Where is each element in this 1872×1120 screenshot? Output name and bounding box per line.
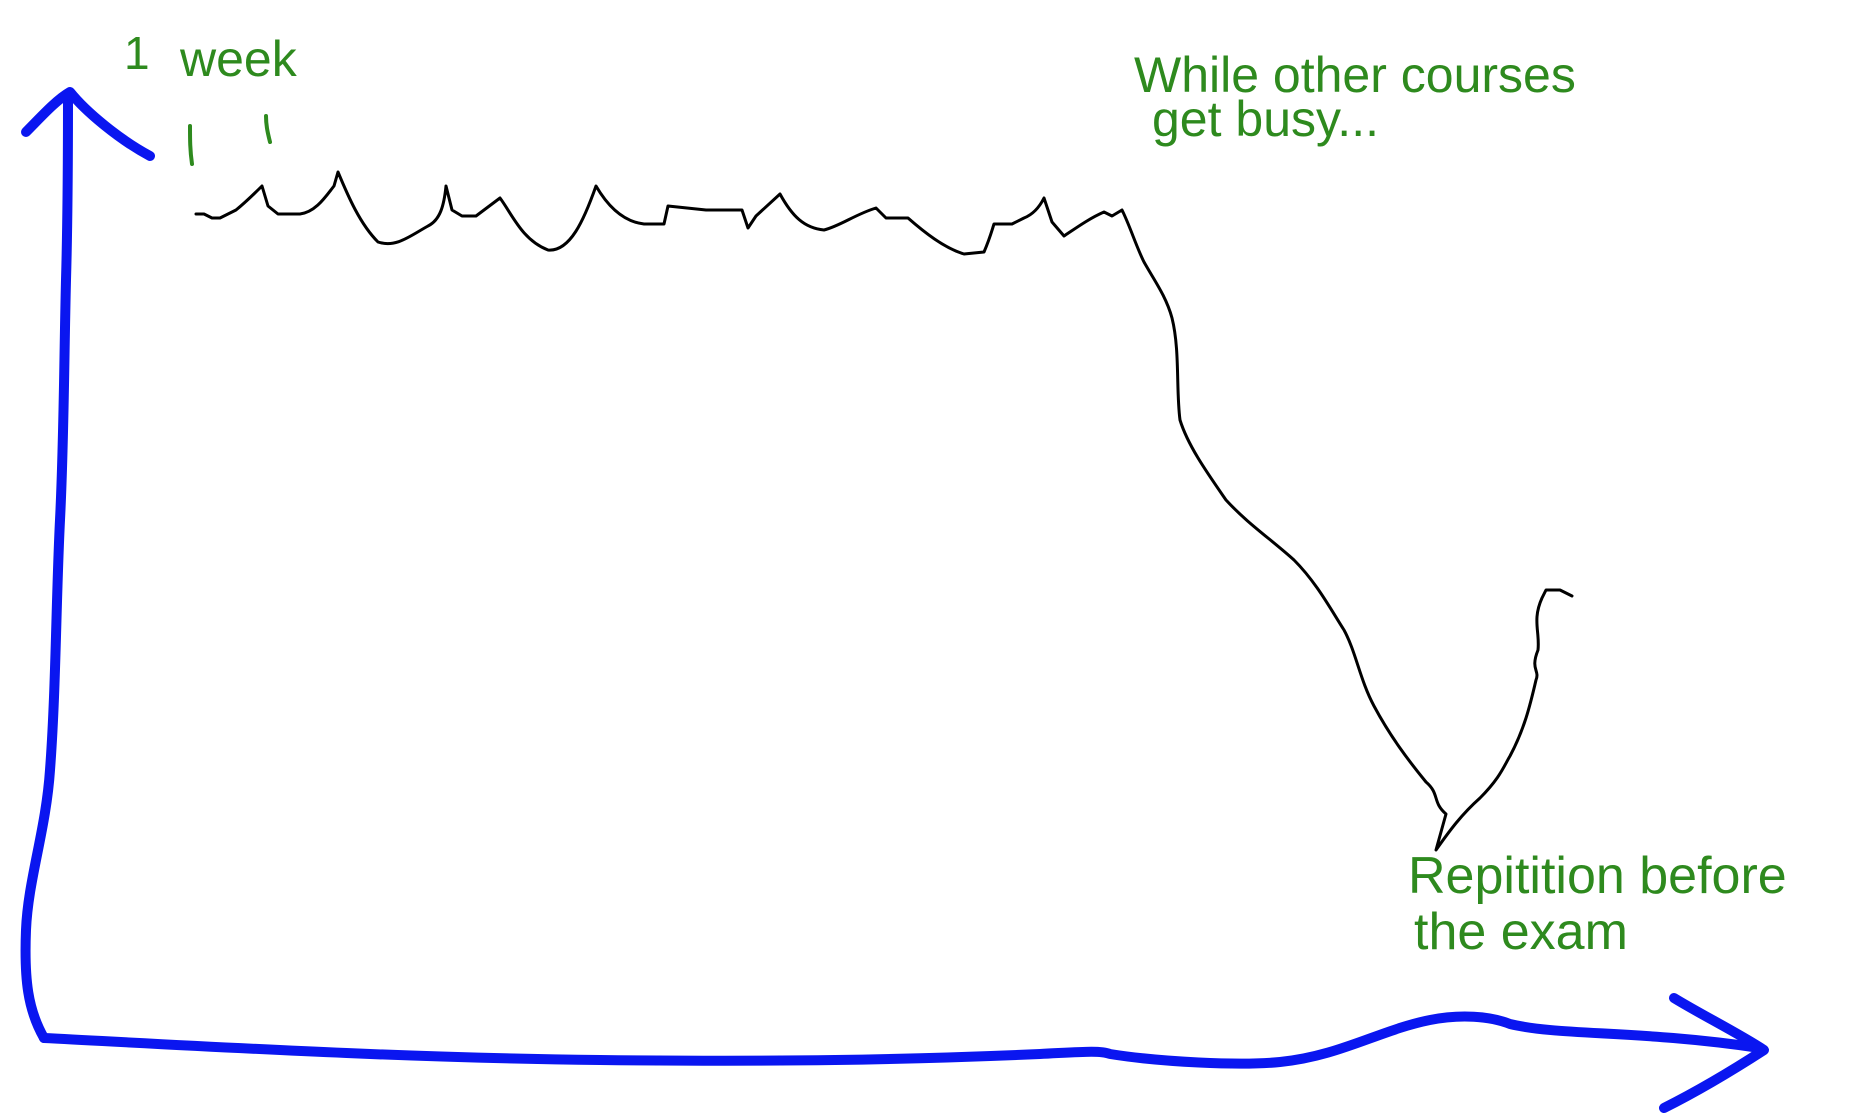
y-axis-arrowhead <box>21 87 155 161</box>
week-number-label: 1 <box>124 27 150 79</box>
x-axis <box>39 1011 1765 1069</box>
week-tick-end <box>264 114 272 144</box>
x-axis-arrowhead <box>1659 993 1769 1113</box>
busy-annotation-line-1: While other courses <box>1134 47 1576 103</box>
busy-annotation-line-2: get busy... <box>1152 91 1379 147</box>
motivation-curve <box>194 170 1574 852</box>
repetition-annotation: Repitition before the exam <box>1408 850 1787 958</box>
y-axis <box>20 91 73 1043</box>
busy-annotation: While other courses get busy... <box>1134 50 1576 144</box>
repetition-annotation-line-2: the exam <box>1414 903 1628 961</box>
week-label: week <box>180 31 297 87</box>
repetition-annotation-line-1: Repitition before <box>1408 847 1787 905</box>
week-tick-start <box>188 124 194 166</box>
